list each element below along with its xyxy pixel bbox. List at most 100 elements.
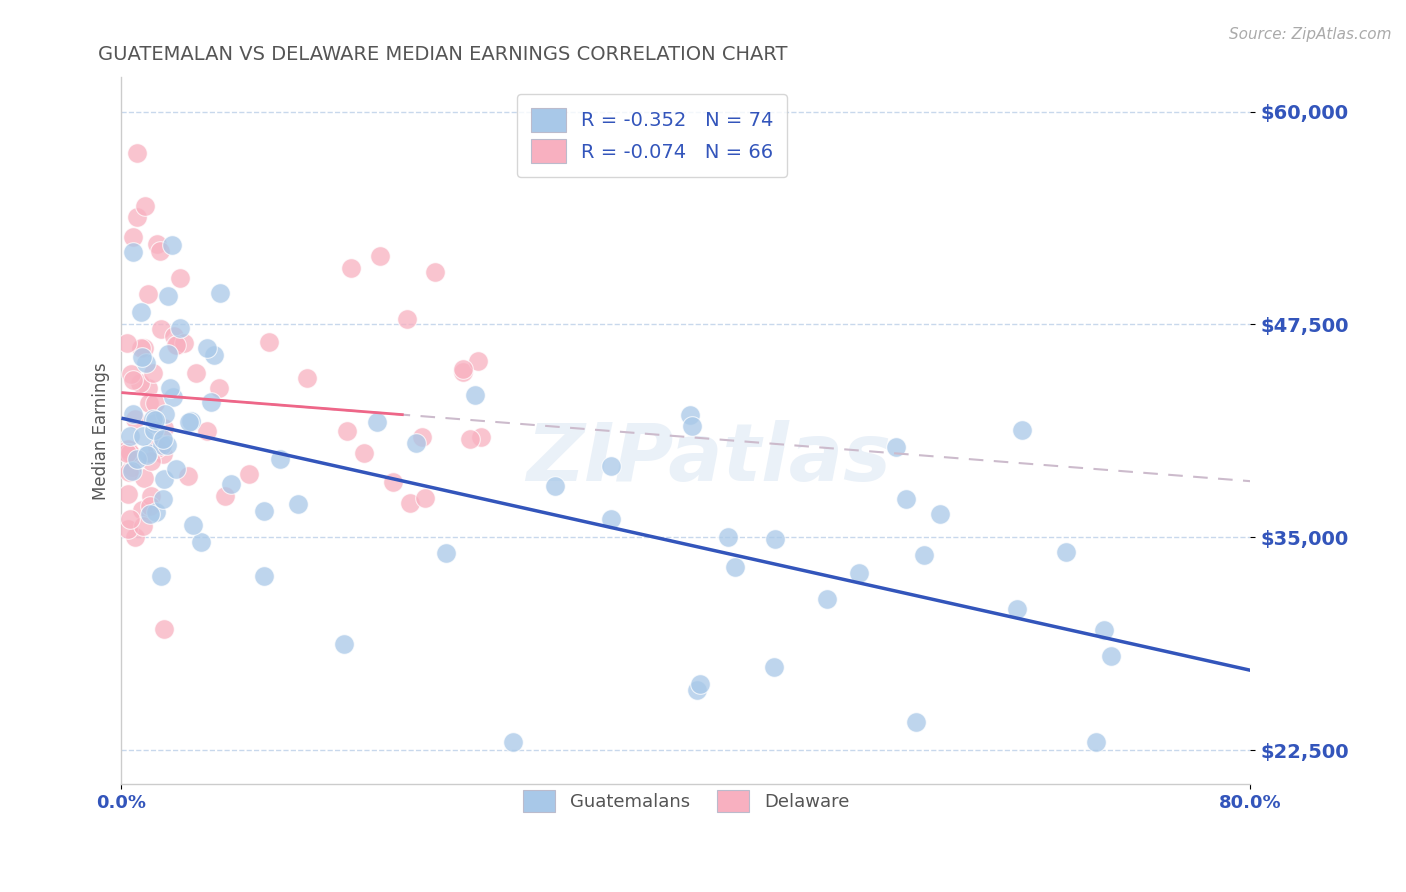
- Point: [141, 454, 163, 468]
- Point: [117, 487, 139, 501]
- Point: [169, 270, 191, 285]
- Point: [195, 425, 218, 439]
- Point: [177, 469, 200, 483]
- Point: [153, 407, 176, 421]
- Point: [153, 420, 176, 434]
- Point: [138, 396, 160, 410]
- Point: [451, 362, 474, 376]
- Point: [120, 367, 142, 381]
- Point: [132, 519, 155, 533]
- Point: [136, 381, 159, 395]
- Point: [124, 530, 146, 544]
- Text: Source: ZipAtlas.com: Source: ZipAtlas.com: [1229, 27, 1392, 42]
- Point: [152, 622, 174, 636]
- Point: [1092, 623, 1115, 637]
- Point: [132, 341, 155, 355]
- Point: [464, 388, 486, 402]
- Point: [405, 436, 427, 450]
- Point: [152, 438, 174, 452]
- Point: [162, 390, 184, 404]
- Point: [169, 321, 191, 335]
- Point: [905, 714, 928, 729]
- Point: [166, 338, 188, 352]
- Point: [724, 559, 747, 574]
- Point: [1084, 735, 1107, 749]
- Point: [333, 637, 356, 651]
- Point: [190, 535, 212, 549]
- Point: [467, 354, 489, 368]
- Point: [177, 415, 200, 429]
- Point: [149, 244, 172, 258]
- Point: [425, 265, 447, 279]
- Point: [681, 419, 703, 434]
- Point: [686, 683, 709, 698]
- Point: [121, 465, 143, 479]
- Point: [411, 430, 433, 444]
- Point: [269, 451, 291, 466]
- Point: [912, 548, 935, 562]
- Point: [366, 415, 388, 429]
- Point: [181, 517, 204, 532]
- Point: [884, 440, 907, 454]
- Point: [208, 381, 231, 395]
- Point: [152, 433, 174, 447]
- Point: [929, 507, 952, 521]
- Legend: Guatemalans, Delaware: Guatemalans, Delaware: [510, 778, 862, 825]
- Point: [122, 407, 145, 421]
- Point: [165, 338, 187, 352]
- Point: [125, 451, 148, 466]
- Point: [124, 412, 146, 426]
- Point: [180, 414, 202, 428]
- Point: [399, 496, 422, 510]
- Point: [117, 465, 139, 479]
- Point: [163, 329, 186, 343]
- Point: [762, 660, 785, 674]
- Point: [219, 477, 242, 491]
- Point: [173, 336, 195, 351]
- Text: ZIPatlas: ZIPatlas: [526, 420, 891, 499]
- Point: [118, 511, 141, 525]
- Point: [136, 286, 159, 301]
- Point: [434, 546, 457, 560]
- Point: [131, 305, 153, 319]
- Point: [152, 491, 174, 506]
- Point: [139, 499, 162, 513]
- Point: [128, 376, 150, 390]
- Point: [287, 497, 309, 511]
- Point: [395, 311, 418, 326]
- Y-axis label: Median Earnings: Median Earnings: [93, 362, 110, 500]
- Point: [460, 432, 482, 446]
- Point: [295, 371, 318, 385]
- Point: [156, 346, 179, 360]
- Point: [202, 348, 225, 362]
- Point: [353, 445, 375, 459]
- Point: [141, 489, 163, 503]
- Point: [894, 492, 917, 507]
- Point: [370, 249, 392, 263]
- Point: [451, 365, 474, 379]
- Point: [599, 459, 621, 474]
- Point: [155, 438, 177, 452]
- Text: GUATEMALAN VS DELAWARE MEDIAN EARNINGS CORRELATION CHART: GUATEMALAN VS DELAWARE MEDIAN EARNINGS C…: [98, 45, 787, 63]
- Point: [160, 237, 183, 252]
- Point: [340, 261, 363, 276]
- Point: [115, 446, 138, 460]
- Point: [717, 530, 740, 544]
- Point: [135, 448, 157, 462]
- Point: [502, 735, 524, 749]
- Point: [257, 335, 280, 350]
- Point: [689, 677, 711, 691]
- Point: [131, 503, 153, 517]
- Point: [815, 592, 838, 607]
- Point: [209, 286, 232, 301]
- Point: [117, 442, 139, 456]
- Point: [118, 446, 141, 460]
- Point: [125, 146, 148, 161]
- Point: [153, 472, 176, 486]
- Point: [118, 429, 141, 443]
- Point: [143, 413, 166, 427]
- Point: [336, 424, 359, 438]
- Point: [149, 321, 172, 335]
- Point: [131, 350, 153, 364]
- Point: [146, 237, 169, 252]
